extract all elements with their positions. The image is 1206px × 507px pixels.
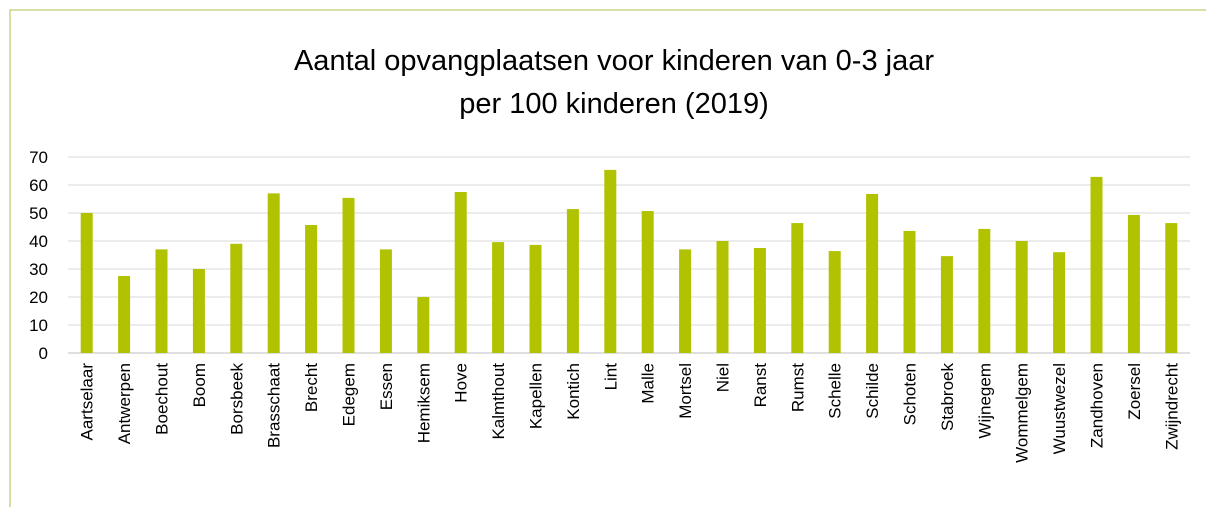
x-tick-label: Boom (190, 363, 209, 407)
x-tick-label: Boechout (153, 363, 172, 435)
bar (641, 211, 654, 353)
chart-frame (9, 9, 1206, 507)
bar (192, 269, 205, 353)
x-tick-label: Wommelgem (1013, 363, 1032, 463)
x-tick-label: Schelle (826, 363, 845, 419)
x-tick-label: Wuustwezel (1050, 363, 1069, 454)
y-tick-label: 20 (29, 288, 48, 307)
y-tick-label: 50 (29, 204, 48, 223)
bar (155, 249, 168, 353)
bar (80, 213, 93, 353)
bar (716, 241, 729, 353)
bar (1090, 176, 1103, 353)
bar (1165, 223, 1178, 353)
x-tick-label: Aartselaar (78, 363, 97, 441)
x-tick-label: Brasschaat (265, 363, 284, 448)
x-tick-label: Wijnegem (975, 363, 994, 439)
bar (492, 242, 505, 353)
bar (566, 209, 579, 353)
y-tick-label: 60 (29, 176, 48, 195)
bar (828, 251, 841, 353)
x-tick-label: Brecht (302, 363, 321, 412)
x-tick-label: Kontich (564, 363, 583, 420)
y-tick-label: 30 (29, 260, 48, 279)
y-tick-label: 70 (29, 148, 48, 167)
x-tick-label: Kalmthout (489, 363, 508, 440)
bar (1127, 214, 1140, 353)
y-tick-label: 10 (29, 316, 48, 335)
x-tick-label: Schilde (863, 363, 882, 419)
x-tick-label: Rumst (788, 363, 807, 412)
x-tick-label: Hove (452, 363, 471, 403)
x-tick-label: Zandhoven (1088, 363, 1107, 448)
x-tick-label: Essen (377, 363, 396, 410)
bar (1015, 241, 1028, 353)
bar (417, 297, 430, 353)
x-tick-label: Mortsel (676, 363, 695, 419)
chart-title: per 100 kinderen (2019) (459, 88, 769, 120)
x-tick-label: Borsbeek (227, 363, 246, 435)
x-tick-label: Lint (601, 363, 620, 391)
x-tick-label: Stabroek (938, 363, 957, 432)
x-tick-label: Hemiksem (414, 363, 433, 443)
bar (866, 193, 879, 353)
chart-title: Aantal opvangplaatsen voor kinderen van … (294, 45, 934, 77)
bar (529, 244, 542, 353)
x-tick-label: Zwijndrecht (1162, 363, 1181, 450)
bar (978, 228, 991, 353)
x-tick-label: Zoersel (1125, 363, 1144, 420)
bar (118, 276, 131, 353)
x-tick-label: Niel (714, 363, 733, 392)
y-tick-label: 0 (39, 344, 48, 363)
bar (1053, 252, 1066, 353)
bar (604, 169, 617, 353)
y-tick-label: 40 (29, 232, 48, 251)
bar (454, 192, 467, 353)
bar (679, 249, 692, 353)
bar (342, 197, 355, 353)
bar (940, 256, 953, 353)
x-tick-label: Kapellen (527, 363, 546, 429)
x-tick-label: Malle (639, 363, 658, 404)
bar (305, 225, 318, 353)
bar (379, 249, 392, 353)
bar (753, 248, 766, 353)
bar (903, 230, 916, 353)
x-tick-label: Schoten (901, 363, 920, 425)
x-tick-label: Edegem (340, 363, 359, 426)
x-tick-label: Antwerpen (115, 363, 134, 444)
x-tick-label: Ranst (751, 363, 770, 408)
bar (267, 193, 280, 353)
bar (791, 223, 804, 353)
bar (230, 243, 243, 353)
